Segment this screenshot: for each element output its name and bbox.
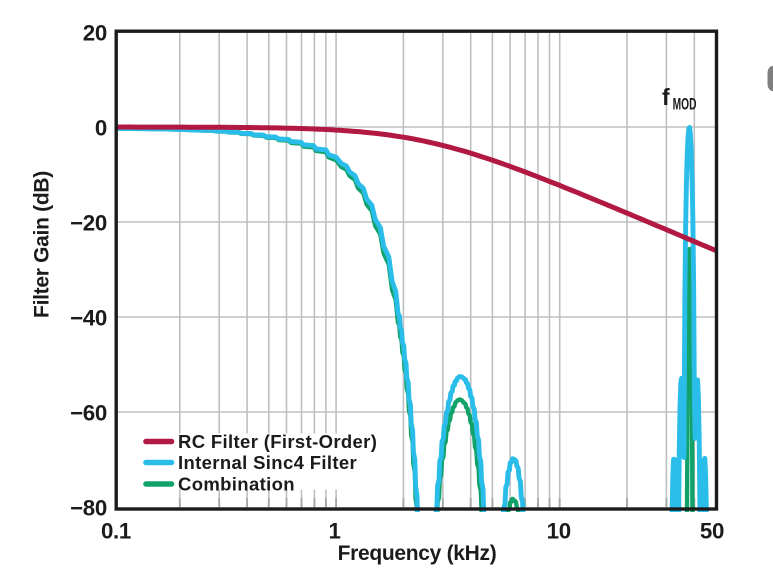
svg-text:−40: −40 [70, 306, 107, 331]
svg-text:20: 20 [83, 21, 107, 46]
svg-text:Internal Sinc4 Filter: Internal Sinc4 Filter [178, 452, 357, 473]
svg-text:−20: −20 [70, 211, 107, 236]
svg-text:50: 50 [700, 518, 724, 543]
svg-text:RC Filter (First-Order): RC Filter (First-Order) [178, 431, 377, 452]
svg-text:Filter Gain (dB): Filter Gain (dB) [31, 171, 54, 318]
svg-text:f: f [662, 84, 670, 110]
svg-text:0: 0 [95, 116, 107, 141]
svg-text:Combination: Combination [178, 473, 295, 494]
svg-text:Frequency (kHz): Frequency (kHz) [338, 542, 497, 565]
svg-text:−60: −60 [70, 401, 107, 426]
svg-text:1: 1 [329, 518, 341, 543]
svg-text:MOD: MOD [673, 95, 697, 113]
svg-text:0.1: 0.1 [101, 518, 131, 543]
svg-text:10: 10 [547, 518, 571, 543]
svg-text:−80: −80 [70, 496, 107, 521]
